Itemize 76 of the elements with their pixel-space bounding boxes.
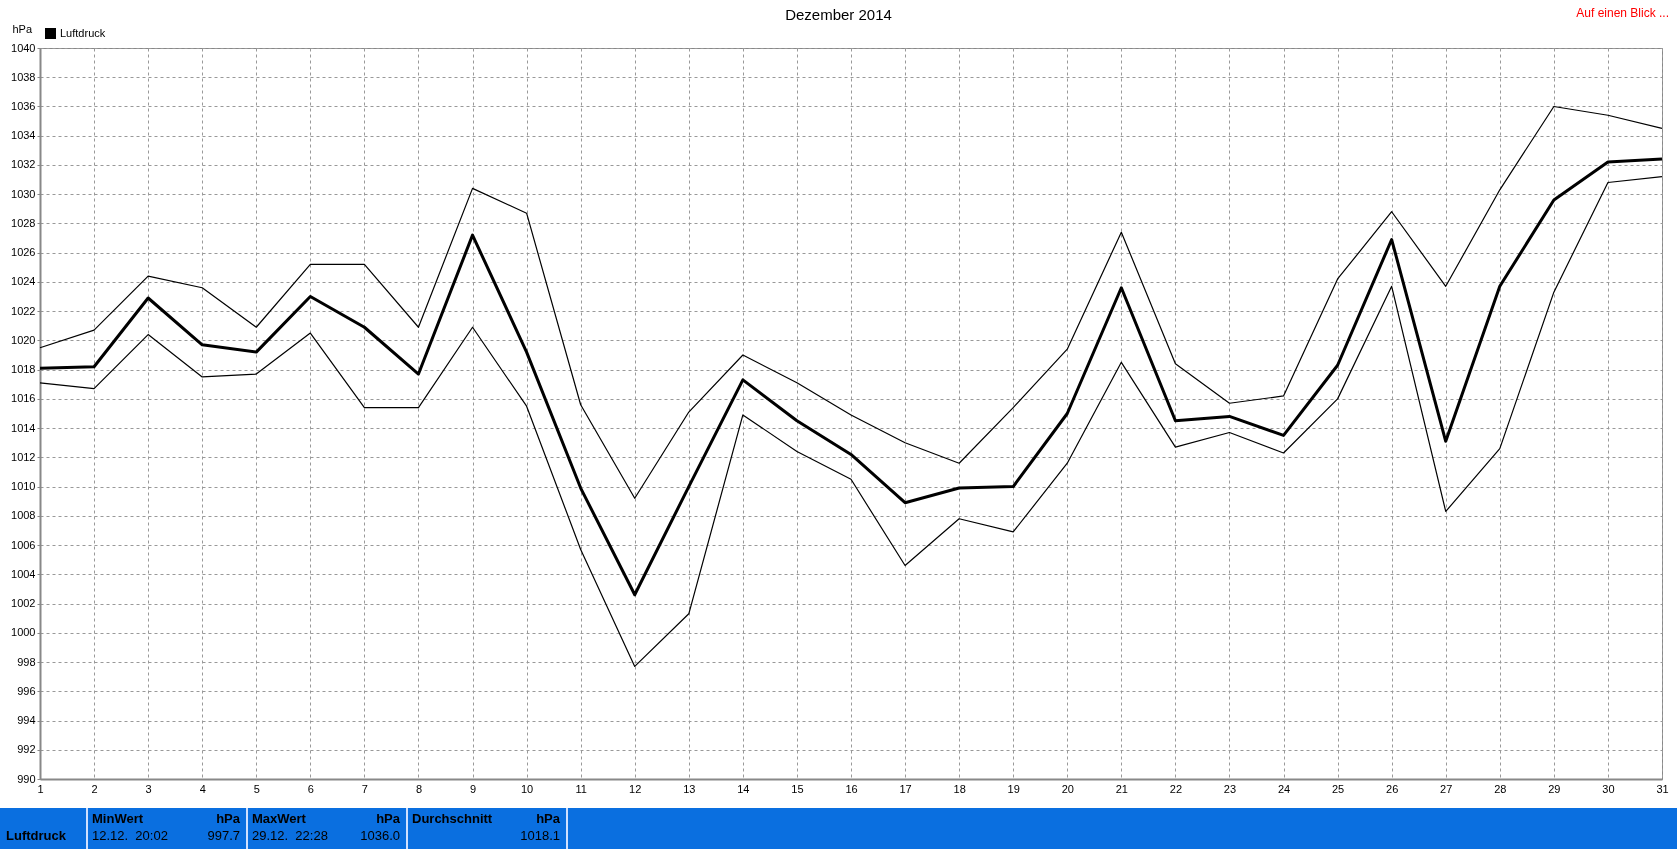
y-tick-label: 1040 [11, 41, 36, 54]
x-tick-label: 9 [469, 782, 477, 795]
x-tick-label: 24 [1277, 782, 1291, 795]
y-tick-label: 1026 [11, 246, 36, 259]
y-tick-label: 990 [17, 772, 36, 785]
y-tick-label: 996 [17, 684, 36, 697]
x-tick-label: 27 [1440, 782, 1453, 795]
y-tick-label: 1016 [11, 392, 36, 405]
y-tick-label: 1022 [11, 304, 36, 317]
x-tick-label: 20 [1061, 782, 1074, 795]
line-series [39, 176, 1663, 668]
text: 1036.0 [360, 828, 400, 843]
chart-title: Dezember 2014 [785, 6, 892, 23]
y-tick-label: 1028 [11, 216, 36, 229]
x-tick-label: 10 [520, 782, 534, 795]
x-tick-label: 31 [1656, 782, 1669, 795]
text: 12.12. 20:02 [92, 828, 168, 843]
text: 1018.1 [520, 828, 560, 843]
x-tick-label: 4 [199, 782, 206, 795]
x-tick-label: 5 [253, 782, 260, 795]
x-tick-label: 15 [791, 782, 804, 795]
text: hPa [536, 811, 560, 826]
text: Luftdruck [6, 828, 66, 843]
y-tick-label: 1020 [11, 333, 36, 346]
y-tick-label: 1014 [11, 421, 36, 434]
x-tick-label: 25 [1331, 782, 1345, 795]
x-tick-label: 22 [1169, 782, 1183, 795]
text: hPa [376, 811, 400, 826]
y-tick-label: 998 [17, 655, 36, 668]
x-tick-label: 30 [1602, 782, 1615, 795]
x-tick-label: 13 [683, 782, 696, 795]
text: 997.7 [207, 828, 240, 843]
x-tick-label: 8 [415, 782, 423, 795]
y-tick-label: 1002 [11, 597, 36, 610]
x-tick-label: 17 [899, 782, 912, 795]
text: 29.12. 22:28 [252, 828, 328, 843]
x-tick-label: 28 [1494, 782, 1507, 795]
x-tick-label: 3 [145, 782, 152, 795]
y-tick-label: 1038 [11, 70, 36, 83]
x-tick-label: 21 [1115, 782, 1128, 795]
x-tick-label: 7 [361, 782, 368, 795]
y-tick-label: 1008 [11, 509, 36, 522]
y-tick-label: 1024 [11, 275, 36, 288]
x-tick-label: 26 [1386, 782, 1399, 795]
x-tick-label: 6 [307, 782, 314, 795]
y-tick-label: 1018 [11, 363, 36, 376]
y-tick-label: 1036 [11, 99, 36, 112]
text: hPa [216, 811, 240, 826]
x-tick-label: 1 [37, 782, 44, 795]
x-tick-label: 12 [629, 782, 642, 795]
line-series [38, 157, 1664, 597]
x-tick-label: 14 [737, 782, 750, 795]
text: Durchschnitt [412, 811, 493, 826]
x-tick-label: 16 [845, 782, 858, 795]
text: Auf einen Blick ... [1576, 6, 1669, 20]
y-tick-label: 992 [17, 743, 36, 756]
y-tick-label: 1032 [11, 158, 36, 171]
x-tick-label: 2 [91, 782, 98, 795]
y-tick-label: 1034 [11, 129, 36, 142]
y-tick-label: 1006 [11, 538, 36, 551]
x-tick-label: 23 [1223, 782, 1237, 795]
text: MinWert [92, 811, 144, 826]
x-tick-label: 19 [1007, 782, 1020, 795]
y-tick-label: 1004 [11, 567, 36, 580]
x-tick-label: 18 [953, 782, 966, 795]
line-series [39, 105, 1663, 499]
text: MaxWert [252, 811, 306, 826]
legend-label: Luftdruck [60, 26, 106, 39]
x-tick-label: 11 [575, 782, 587, 795]
y-tick-label: 1010 [11, 480, 36, 493]
x-tick-label: 29 [1548, 782, 1561, 795]
y-tick-label: 1000 [11, 626, 36, 639]
y-axis-title: hPa [12, 22, 33, 35]
y-tick-label: 994 [17, 714, 36, 727]
y-tick-label: 1030 [11, 187, 36, 200]
y-tick-label: 1012 [11, 450, 36, 463]
